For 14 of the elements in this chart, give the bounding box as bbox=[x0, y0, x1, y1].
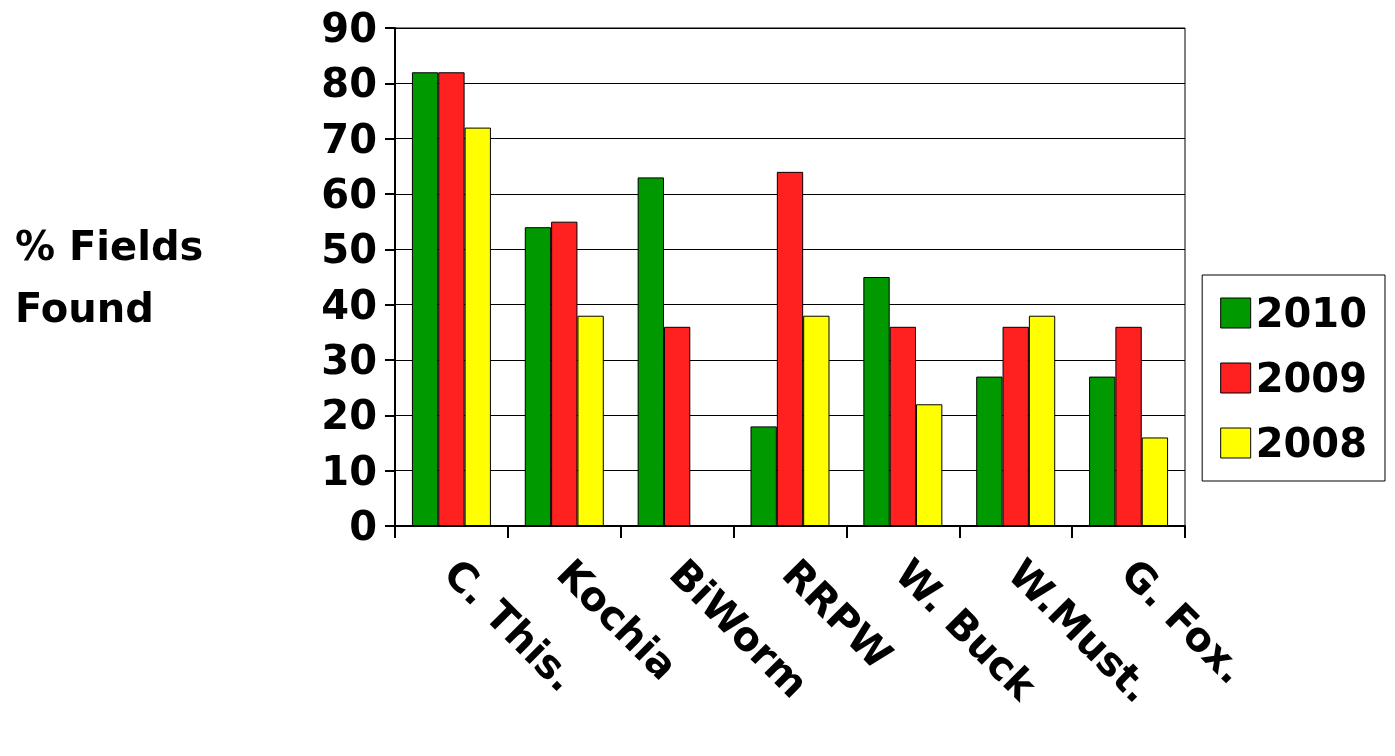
legend-label: 2009 bbox=[1255, 355, 1367, 401]
y-tick-label: 50 bbox=[321, 226, 377, 273]
y-tick-label: 10 bbox=[321, 447, 377, 494]
y-tick-label: 70 bbox=[321, 115, 377, 162]
y-tick-label: 30 bbox=[321, 337, 377, 383]
legend-label: 2008 bbox=[1255, 420, 1367, 466]
legend-label: 2010 bbox=[1255, 290, 1367, 336]
y-tick-label: 0 bbox=[349, 503, 377, 549]
y-axis-title: % Fields Found bbox=[15, 223, 218, 331]
y-tick-label: 20 bbox=[321, 392, 377, 439]
y-tick-label: 90 bbox=[321, 5, 377, 51]
y-tick-label: 40 bbox=[321, 281, 377, 328]
y-tick-label: 80 bbox=[321, 60, 377, 107]
y-tick-label: 60 bbox=[321, 171, 377, 217]
